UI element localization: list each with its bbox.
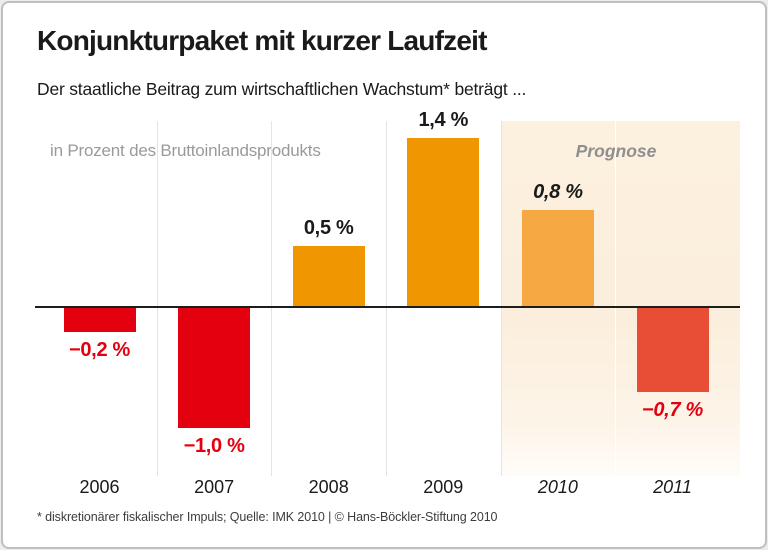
column-gridline (156, 121, 158, 476)
chart-subtitle: Der staatliche Beitrag zum wirtschaftlic… (37, 79, 527, 99)
year-label-2006: 2006 (79, 477, 120, 497)
bar-2006 (63, 308, 136, 332)
year-label-2010: 2010 (537, 477, 578, 497)
bar-2008 (292, 246, 365, 306)
year-label-2011: 2011 (653, 477, 692, 497)
year-label-2009: 2009 (423, 477, 464, 497)
value-label-2010: 0,8 % (533, 181, 583, 203)
zero-axis-line (35, 306, 740, 308)
value-label-2007: −1,0 % (183, 435, 245, 457)
source-footnote: * diskretionärer fiskalischer Impuls; Qu… (37, 510, 498, 524)
value-label-2008: 0,5 % (303, 217, 354, 239)
bar-2007 (178, 308, 251, 428)
year-label-2007: 2007 (194, 477, 235, 497)
column-gridline (615, 121, 617, 476)
year-label-2008: 2008 (308, 477, 349, 497)
column-gridline (500, 121, 502, 476)
value-label-2006: −0,2 % (68, 339, 131, 361)
bar-2010 (521, 210, 594, 306)
value-label-2011: −0,7 % (641, 399, 704, 421)
column-gridline (271, 121, 273, 476)
bar-2009 (407, 138, 480, 306)
page-title: Konjunkturpaket mit kurzer Laufzeit (37, 25, 487, 56)
bar-2011 (636, 308, 709, 392)
column-gridline (386, 121, 387, 476)
unit-label: in Prozent des Bruttoinlandsprodukts (50, 141, 321, 160)
value-label-2009: 1,4 % (418, 109, 469, 131)
